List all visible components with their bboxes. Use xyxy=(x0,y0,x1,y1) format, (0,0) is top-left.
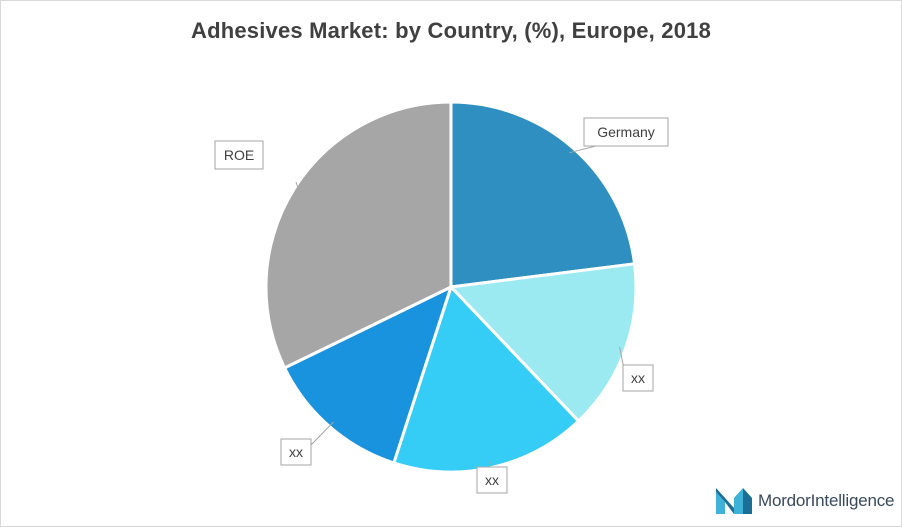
slice-label-box-3 xyxy=(476,466,508,494)
slice-label-box-5 xyxy=(214,140,264,170)
pie-slice-2 xyxy=(449,262,638,423)
slice-label-2: xx xyxy=(631,370,645,386)
slice-label-box-1 xyxy=(583,117,669,147)
leader-line-4 xyxy=(309,421,334,447)
pie-slice-1 xyxy=(449,100,637,289)
mordor-logo-icon xyxy=(716,488,752,514)
brand-logo: MordorIntelligence xyxy=(716,488,894,514)
brand-name: MordorIntelligence xyxy=(758,491,895,510)
leader-line-3 xyxy=(490,461,493,467)
chart-title: Adhesives Market: by Country, (%), Europ… xyxy=(190,18,712,43)
slice-label-3: xx xyxy=(485,472,499,488)
slice-label-box-2 xyxy=(622,364,654,392)
slice-labels: Germany xx xx xx ROE xyxy=(214,117,669,494)
slice-label-4: xx xyxy=(289,444,303,460)
pie-slices xyxy=(264,100,638,474)
leader-line-5 xyxy=(295,181,300,193)
slice-label-box-4 xyxy=(280,438,312,466)
pie-slice-5 xyxy=(264,100,453,370)
slice-label-5: ROE xyxy=(224,147,254,163)
slice-label-1: Germany xyxy=(597,124,655,140)
